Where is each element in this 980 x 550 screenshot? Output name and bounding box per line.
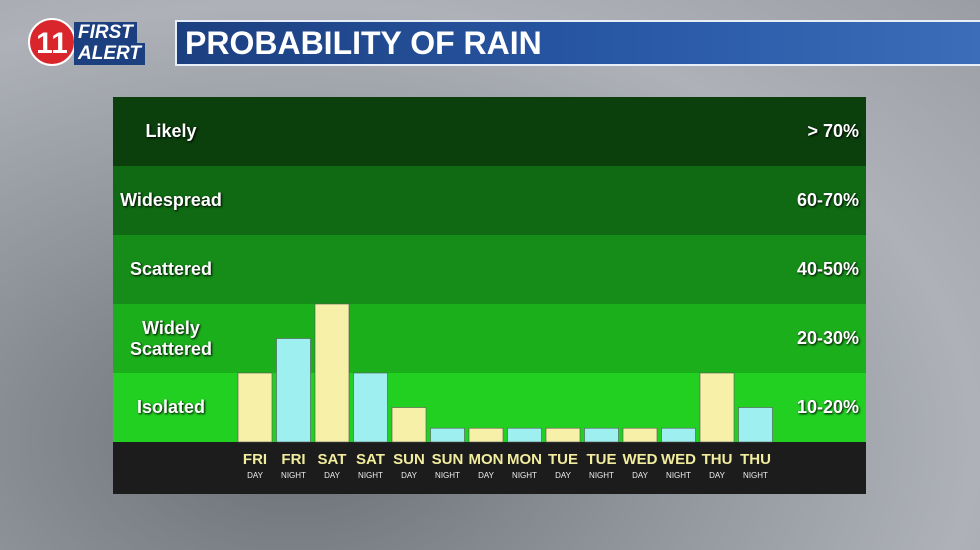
x-tick-sublabel: DAY <box>709 471 725 480</box>
x-tick-sublabel: NIGHT <box>512 471 537 480</box>
band-name: Widespread <box>120 190 222 210</box>
x-tick-sublabel: NIGHT <box>666 471 691 480</box>
band <box>113 235 866 304</box>
chart <box>113 97 866 494</box>
bar <box>237 372 273 443</box>
bar <box>314 303 350 443</box>
x-tick-sublabel: NIGHT <box>281 471 306 480</box>
band-name: Likely <box>145 121 197 141</box>
band-range: 40-50% <box>796 259 859 279</box>
bar <box>699 372 735 443</box>
x-tick-label: FRI <box>281 451 306 468</box>
x-tick-label: THU <box>701 451 733 468</box>
chart-title: PROBABILITY OF RAIN <box>185 25 542 61</box>
band <box>113 166 866 235</box>
x-tick-label: MON <box>468 451 504 468</box>
logo-top: FIRST <box>74 22 137 44</box>
band <box>113 304 866 373</box>
bar <box>622 427 658 443</box>
bar <box>468 427 504 443</box>
band-range: > 70% <box>807 121 859 141</box>
x-tick-label: TUE <box>548 451 578 468</box>
bar <box>391 407 427 443</box>
bar <box>276 338 311 443</box>
x-tick-sublabel: NIGHT <box>743 471 768 480</box>
x-tick-label: WED <box>622 451 658 468</box>
x-tick-label: SAT <box>317 451 347 468</box>
x-tick-sublabel: NIGHT <box>435 471 460 480</box>
band-name: Scattered <box>129 259 213 279</box>
bar <box>584 427 619 443</box>
x-tick-label: SUN <box>393 451 425 468</box>
x-tick-label: FRI <box>242 451 268 468</box>
x-tick-sublabel: DAY <box>401 471 417 480</box>
category-strip <box>113 442 866 494</box>
band-range: 10-20% <box>796 397 859 417</box>
x-tick-sublabel: NIGHT <box>589 471 614 480</box>
bar <box>507 427 542 443</box>
x-tick-sublabel: DAY <box>478 471 494 480</box>
x-tick-label: THU <box>740 451 771 468</box>
x-tick-label: MON <box>507 451 542 468</box>
x-tick-sublabel: DAY <box>247 471 263 480</box>
logo-number: 11 <box>28 18 76 66</box>
band-range: 60-70% <box>796 190 859 210</box>
logo: 11 FIRST ALERT <box>28 18 158 68</box>
x-tick-sublabel: DAY <box>555 471 571 480</box>
bar <box>353 372 388 443</box>
x-tick-sublabel: NIGHT <box>358 471 383 480</box>
chart-panel: Likely > 70% Widespread 60-70% Scattered 40-5… <box>113 97 866 494</box>
bar <box>661 427 696 443</box>
band <box>113 97 866 166</box>
x-tick-label: SAT <box>356 451 385 468</box>
bar <box>545 427 581 443</box>
band-name: Widely Scattered <box>129 317 213 359</box>
bar <box>738 407 773 443</box>
x-tick-label: TUE <box>586 451 617 468</box>
x-tick-label: SUN <box>431 451 464 468</box>
x-tick-label: WED <box>661 451 696 468</box>
title-bar: PROBABILITY OF RAIN <box>175 20 980 66</box>
band-range: 20-30% <box>796 328 859 348</box>
x-tick-sublabel: DAY <box>632 471 648 480</box>
x-tick-sublabel: DAY <box>324 471 340 480</box>
band-name: Isolated <box>136 397 206 417</box>
logo-bottom: ALERT <box>74 43 145 65</box>
bar <box>430 427 465 443</box>
